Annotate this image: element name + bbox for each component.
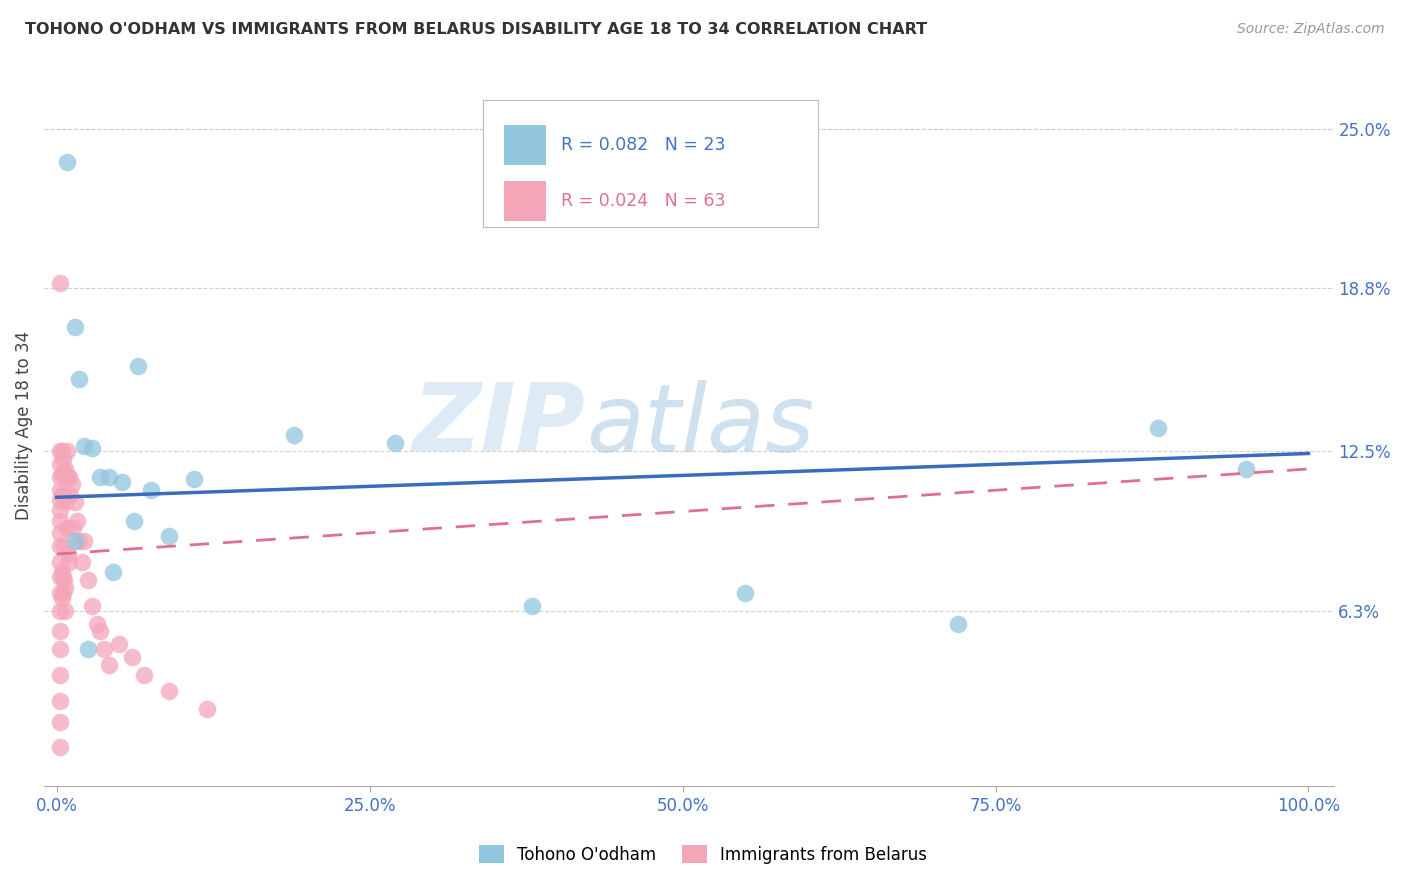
Point xyxy=(49,457,72,471)
Point xyxy=(51,565,73,579)
Bar xyxy=(505,125,546,165)
Point xyxy=(157,529,180,543)
Point xyxy=(49,514,72,528)
Point xyxy=(59,488,82,502)
Legend: Tohono O'odham, Immigrants from Belarus: Tohono O'odham, Immigrants from Belarus xyxy=(472,838,934,871)
Bar xyxy=(505,181,546,221)
Y-axis label: Disability Age 18 to 34: Disability Age 18 to 34 xyxy=(15,331,32,520)
Point xyxy=(49,694,72,708)
Text: R = 0.024   N = 63: R = 0.024 N = 63 xyxy=(561,193,725,211)
Point xyxy=(73,439,96,453)
Point xyxy=(51,467,73,482)
Point xyxy=(49,483,72,497)
Point xyxy=(195,702,218,716)
Point xyxy=(52,570,75,584)
Point xyxy=(80,442,103,456)
Point xyxy=(93,642,115,657)
Point xyxy=(89,469,111,483)
Point xyxy=(108,637,131,651)
Point xyxy=(55,581,77,595)
Point xyxy=(134,668,156,682)
Point xyxy=(65,534,87,549)
Point xyxy=(77,642,100,657)
Point xyxy=(51,488,73,502)
Point xyxy=(89,624,111,639)
Point xyxy=(49,539,72,553)
Point xyxy=(157,683,180,698)
Point xyxy=(283,428,305,442)
Point xyxy=(55,604,77,618)
Point xyxy=(49,492,72,507)
Point xyxy=(98,469,121,483)
Point xyxy=(49,570,72,584)
Point xyxy=(53,491,76,505)
Point xyxy=(77,573,100,587)
Point xyxy=(49,624,72,639)
Point xyxy=(49,642,72,657)
Point xyxy=(56,469,79,483)
Point xyxy=(49,668,72,682)
Point xyxy=(55,155,77,169)
Point xyxy=(946,616,969,631)
Text: R = 0.082   N = 23: R = 0.082 N = 23 xyxy=(561,136,725,154)
Point xyxy=(56,547,79,561)
Point xyxy=(49,503,72,517)
Point xyxy=(80,599,103,613)
Point xyxy=(67,372,90,386)
Point xyxy=(127,359,149,373)
Point xyxy=(70,555,93,569)
Point xyxy=(139,483,162,497)
Text: Source: ZipAtlas.com: Source: ZipAtlas.com xyxy=(1237,22,1385,37)
Point xyxy=(65,495,87,509)
FancyBboxPatch shape xyxy=(482,100,818,227)
Point xyxy=(49,555,72,569)
Point xyxy=(49,469,72,483)
Point xyxy=(52,585,75,599)
Point xyxy=(55,443,77,458)
Point xyxy=(53,539,76,553)
Point xyxy=(60,477,83,491)
Point xyxy=(49,714,72,729)
Point xyxy=(49,443,72,458)
Point xyxy=(67,534,90,549)
Point xyxy=(55,469,77,483)
Point xyxy=(65,320,87,334)
Point xyxy=(55,495,77,509)
Point xyxy=(1234,462,1257,476)
Point xyxy=(86,616,108,631)
Point xyxy=(49,604,72,618)
Point xyxy=(58,555,80,569)
Point xyxy=(49,277,72,291)
Point xyxy=(66,514,89,528)
Point xyxy=(52,451,75,466)
Text: TOHONO O'ODHAM VS IMMIGRANTS FROM BELARUS DISABILITY AGE 18 TO 34 CORRELATION CH: TOHONO O'ODHAM VS IMMIGRANTS FROM BELARU… xyxy=(25,22,928,37)
Point xyxy=(62,521,84,535)
Text: atlas: atlas xyxy=(586,380,814,471)
Point xyxy=(384,436,406,450)
Point xyxy=(111,475,134,489)
Point xyxy=(73,534,96,549)
Point xyxy=(522,599,544,613)
Point xyxy=(55,462,77,476)
Point xyxy=(734,585,756,599)
Point xyxy=(58,469,80,483)
Point xyxy=(101,565,124,579)
Point xyxy=(1147,420,1170,434)
Point xyxy=(49,585,72,599)
Point xyxy=(53,465,76,479)
Point xyxy=(183,472,205,486)
Point xyxy=(49,740,72,755)
Point xyxy=(52,488,75,502)
Point xyxy=(49,526,72,541)
Point xyxy=(55,521,77,535)
Text: ZIP: ZIP xyxy=(413,379,586,471)
Point xyxy=(51,591,73,605)
Point xyxy=(51,443,73,458)
Point xyxy=(121,650,143,665)
Point xyxy=(122,514,145,528)
Point xyxy=(53,573,76,587)
Point xyxy=(98,657,121,672)
